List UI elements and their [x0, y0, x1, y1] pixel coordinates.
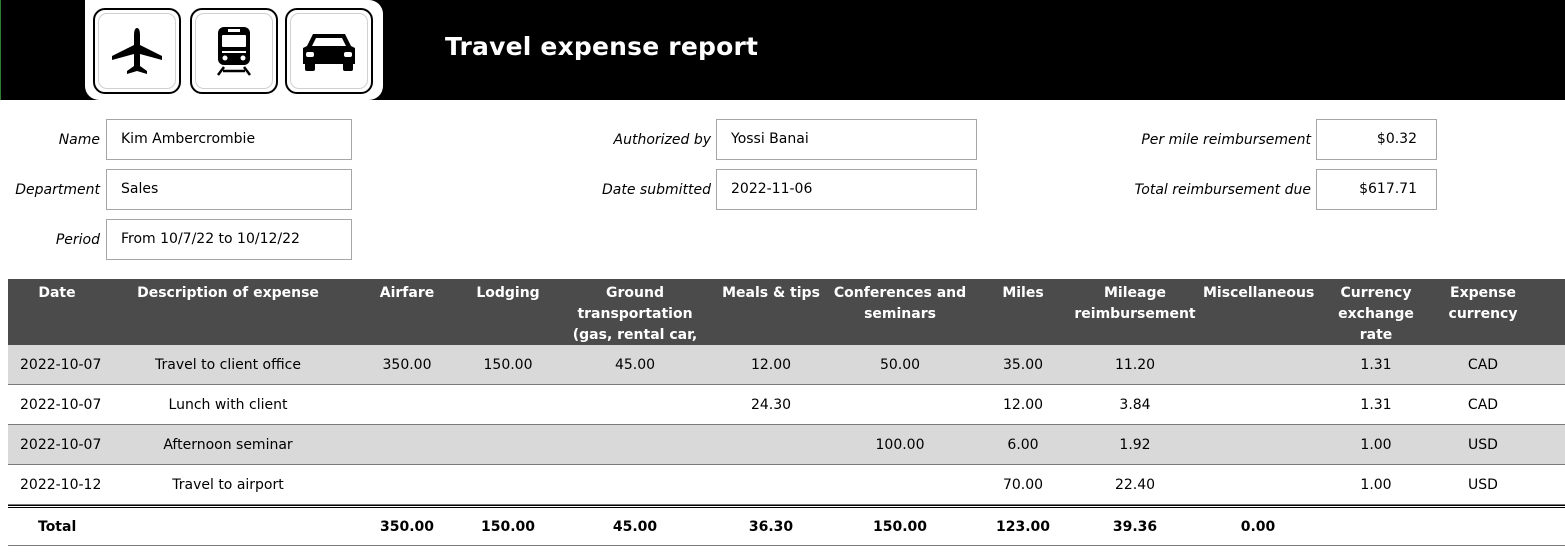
col-header-mileage[interactable]: Mileage reimbursement: [1070, 283, 1200, 325]
cell-exchange-rate[interactable]: 1.31: [1360, 357, 1392, 373]
cell-description[interactable]: Afternoon seminar: [163, 437, 293, 453]
cell-meals[interactable]: 12.00: [750, 357, 792, 373]
name-label: Name: [58, 132, 100, 148]
date-submitted-label: Date submitted: [602, 182, 711, 198]
col-header-airfare[interactable]: Airfare: [379, 285, 435, 301]
cell-currency[interactable]: USD: [1468, 437, 1498, 453]
total-ground[interactable]: 45.00: [612, 519, 658, 535]
cell-miles[interactable]: 12.00: [1002, 397, 1044, 413]
cell-conferences[interactable]: 50.00: [879, 357, 921, 373]
name-field[interactable]: Kim Ambercrombie: [106, 119, 352, 160]
table-row: 2022-10-07 Travel to client office 350.0…: [8, 345, 1565, 385]
train-tile: [190, 8, 278, 94]
department-field[interactable]: Sales: [106, 169, 352, 210]
cell-lodging[interactable]: 150.00: [483, 357, 533, 373]
col-header-rate-line2: exchange rate: [1338, 306, 1414, 343]
car-tile: [285, 8, 373, 94]
cell-ground[interactable]: 45.00: [614, 357, 656, 373]
col-header-currency[interactable]: Expense currency: [1438, 283, 1528, 325]
table-row: 2022-10-07 Afternoon seminar 100.00 6.00…: [8, 425, 1565, 465]
cell-description[interactable]: Travel to airport: [172, 477, 284, 493]
total-label: Total: [38, 519, 77, 535]
cell-exchange-rate[interactable]: 1.00: [1360, 477, 1392, 493]
total-airfare[interactable]: 350.00: [379, 519, 435, 535]
cell-mileage[interactable]: 22.40: [1114, 477, 1156, 493]
total-miles[interactable]: 123.00: [995, 519, 1051, 535]
cell-currency[interactable]: USD: [1468, 477, 1498, 493]
airplane-icon: [112, 28, 162, 74]
total-mileage[interactable]: 39.36: [1112, 519, 1158, 535]
col-header-description[interactable]: Description of expense: [137, 285, 319, 301]
authorized-by-field[interactable]: Yossi Banai: [716, 119, 977, 160]
authorized-by-label: Authorized by: [613, 132, 712, 148]
col-header-conf-line2: seminars: [864, 306, 936, 322]
cell-mileage[interactable]: 3.84: [1119, 397, 1151, 413]
per-mile-label: Per mile reimbursement: [1141, 132, 1311, 148]
cell-date[interactable]: 2022-10-07: [20, 437, 102, 453]
header-bar: Travel expense report: [0, 0, 1565, 100]
total-due-label: Total reimbursement due: [1134, 182, 1311, 198]
cell-airfare[interactable]: 350.00: [382, 357, 432, 373]
col-header-mileage-line1: Mileage: [1104, 285, 1166, 301]
total-misc[interactable]: 0.00: [1240, 519, 1276, 535]
col-header-rate-line1: Currency: [1340, 285, 1412, 301]
total-due-field: $617.71: [1316, 169, 1437, 210]
cell-miles[interactable]: 35.00: [1002, 357, 1044, 373]
col-header-lodging[interactable]: Lodging: [476, 285, 540, 301]
col-header-ground-line1: Ground: [606, 285, 664, 301]
cell-description[interactable]: Travel to client office: [155, 357, 301, 373]
period-field[interactable]: From 10/7/22 to 10/12/22: [106, 219, 352, 260]
col-header-conf-line1: Conferences and: [833, 285, 967, 301]
cell-mileage[interactable]: 11.20: [1114, 357, 1156, 373]
table-header: Date Description of expense Airfare Lodg…: [8, 279, 1565, 364]
totals-row: Total 350.00 150.00 45.00 36.30 150.00 1…: [8, 505, 1565, 546]
col-header-date[interactable]: Date: [38, 285, 76, 301]
department-label: Department: [15, 182, 100, 198]
col-header-currency-line1: Expense: [1450, 285, 1516, 301]
col-header-conferences[interactable]: Conferences and seminars: [830, 283, 970, 325]
total-conferences[interactable]: 150.00: [872, 519, 928, 535]
cell-conferences[interactable]: 100.00: [875, 437, 925, 453]
col-header-mileage-line2: reimbursement: [1074, 306, 1196, 322]
cell-meals[interactable]: 24.30: [750, 397, 792, 413]
col-header-misc[interactable]: Miscellaneous: [1203, 285, 1315, 301]
train-icon: [217, 27, 251, 76]
cell-miles[interactable]: 6.00: [1007, 437, 1039, 453]
cell-currency[interactable]: CAD: [1467, 397, 1499, 413]
col-header-miles[interactable]: Miles: [1002, 285, 1044, 301]
table-row: 2022-10-12 Travel to airport 70.00 22.40…: [8, 465, 1565, 505]
total-meals[interactable]: 36.30: [748, 519, 794, 535]
cell-date[interactable]: 2022-10-07: [20, 357, 102, 373]
cell-date[interactable]: 2022-10-07: [20, 397, 102, 413]
cell-currency[interactable]: CAD: [1467, 357, 1499, 373]
car-icon: [303, 34, 355, 71]
cell-miles[interactable]: 70.00: [1002, 477, 1044, 493]
total-lodging[interactable]: 150.00: [480, 519, 536, 535]
cell-exchange-rate[interactable]: 1.00: [1360, 437, 1392, 453]
airplane-tile: [93, 8, 181, 94]
date-submitted-field[interactable]: 2022-11-06: [716, 169, 977, 210]
cell-exchange-rate[interactable]: 1.31: [1360, 397, 1392, 413]
cell-selection-edge: [0, 0, 8, 100]
period-label: Period: [55, 232, 100, 248]
cell-mileage[interactable]: 1.92: [1119, 437, 1151, 453]
report-title: Travel expense report: [445, 32, 759, 61]
col-header-currency-line2: currency: [1448, 306, 1518, 322]
col-header-exchange-rate[interactable]: Currency exchange rate: [1320, 283, 1432, 346]
per-mile-field[interactable]: $0.32: [1316, 119, 1437, 160]
cell-description[interactable]: Lunch with client: [168, 397, 288, 413]
table-row: 2022-10-07 Lunch with client 24.30 12.00…: [8, 385, 1565, 425]
col-header-meals[interactable]: Meals & tips: [722, 285, 820, 301]
col-header-ground-line2: transportation: [577, 306, 693, 322]
cell-date[interactable]: 2022-10-12: [20, 477, 102, 493]
